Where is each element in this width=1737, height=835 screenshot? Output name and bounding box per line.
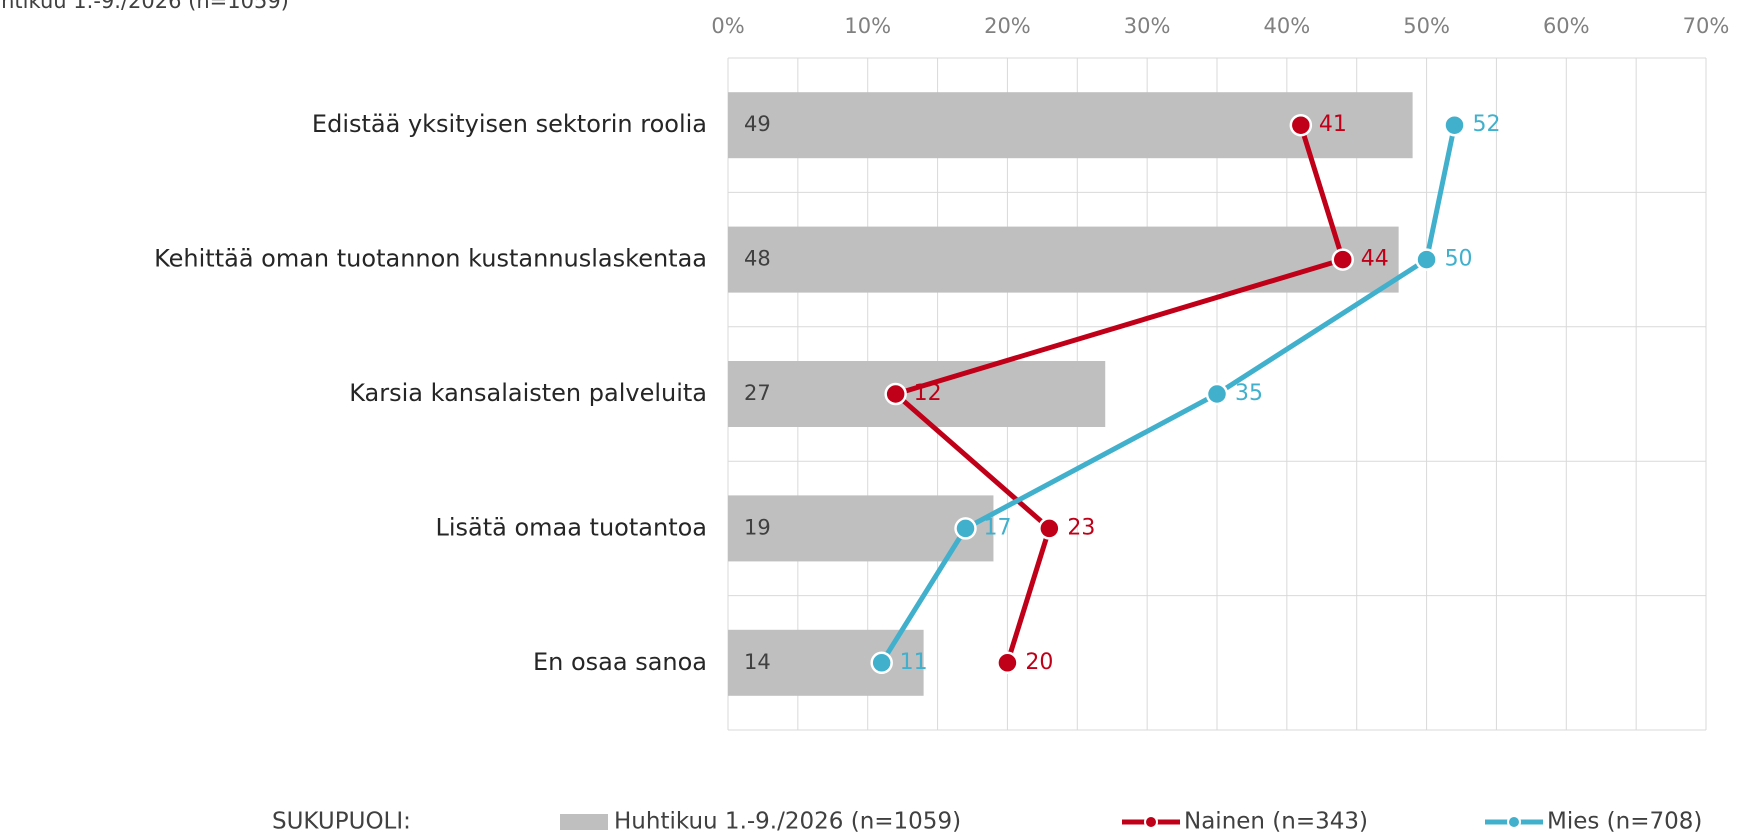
bar-value-label: 49 bbox=[744, 112, 771, 136]
point-value-label: 52 bbox=[1473, 112, 1501, 137]
point bbox=[996, 651, 1019, 675]
point-value-label: 44 bbox=[1361, 247, 1389, 272]
point bbox=[1038, 517, 1061, 540]
point bbox=[1205, 382, 1229, 406]
legend-label: Huhtikuu 1.-9./2026 (n=1059) bbox=[614, 809, 961, 835]
point-value-label: 35 bbox=[1235, 381, 1263, 406]
bar-value-label: 19 bbox=[744, 515, 771, 539]
category-label: Karsia kansalaisten palveluita bbox=[349, 379, 707, 407]
chart-title: Huhtikuu 1.-9./2026 (n=1059) bbox=[0, 0, 289, 13]
point bbox=[884, 382, 907, 406]
point bbox=[1289, 113, 1313, 137]
legend-swatch bbox=[560, 814, 608, 830]
point-value-label: 11 bbox=[900, 650, 928, 675]
x-tick-label: 40% bbox=[1264, 14, 1311, 38]
x-tick-label: 0% bbox=[711, 14, 744, 38]
category-label: En osaa sanoa bbox=[533, 648, 707, 676]
point-value-label: 23 bbox=[1067, 515, 1095, 540]
legend-marker bbox=[1144, 815, 1158, 829]
x-tick-label: 70% bbox=[1683, 14, 1730, 38]
point-value-label: 41 bbox=[1319, 112, 1347, 137]
point bbox=[1443, 113, 1466, 137]
category-label: Edistää yksityisen sektorin roolia bbox=[312, 110, 707, 138]
point-value-label: 20 bbox=[1025, 650, 1053, 675]
bar-value-label: 14 bbox=[744, 650, 771, 674]
point-value-label: 17 bbox=[984, 515, 1012, 540]
x-tick-label: 30% bbox=[1124, 14, 1171, 38]
x-tick-label: 10% bbox=[844, 14, 891, 38]
point bbox=[954, 517, 977, 540]
bar-value-label: 27 bbox=[744, 381, 771, 405]
bar bbox=[728, 361, 1106, 427]
legend-label: Mies (n=708) bbox=[1547, 809, 1702, 835]
category-label: Lisätä omaa tuotantoa bbox=[435, 513, 707, 541]
x-tick-label: 20% bbox=[984, 14, 1031, 38]
point-value-label: 50 bbox=[1445, 247, 1473, 272]
point-value-label: 12 bbox=[914, 381, 942, 406]
legend-marker bbox=[1507, 815, 1521, 829]
x-tick-label: 60% bbox=[1543, 14, 1590, 38]
point bbox=[1415, 248, 1438, 271]
point bbox=[870, 651, 893, 675]
legend-label: Nainen (n=343) bbox=[1184, 809, 1368, 835]
category-label: Kehittää oman tuotannon kustannuslaskent… bbox=[154, 245, 707, 273]
bar-value-label: 48 bbox=[744, 247, 771, 271]
x-tick-label: 50% bbox=[1403, 14, 1450, 38]
point bbox=[1331, 248, 1354, 271]
bar bbox=[728, 226, 1399, 293]
legend-title: SUKUPUOLI: bbox=[272, 809, 411, 835]
